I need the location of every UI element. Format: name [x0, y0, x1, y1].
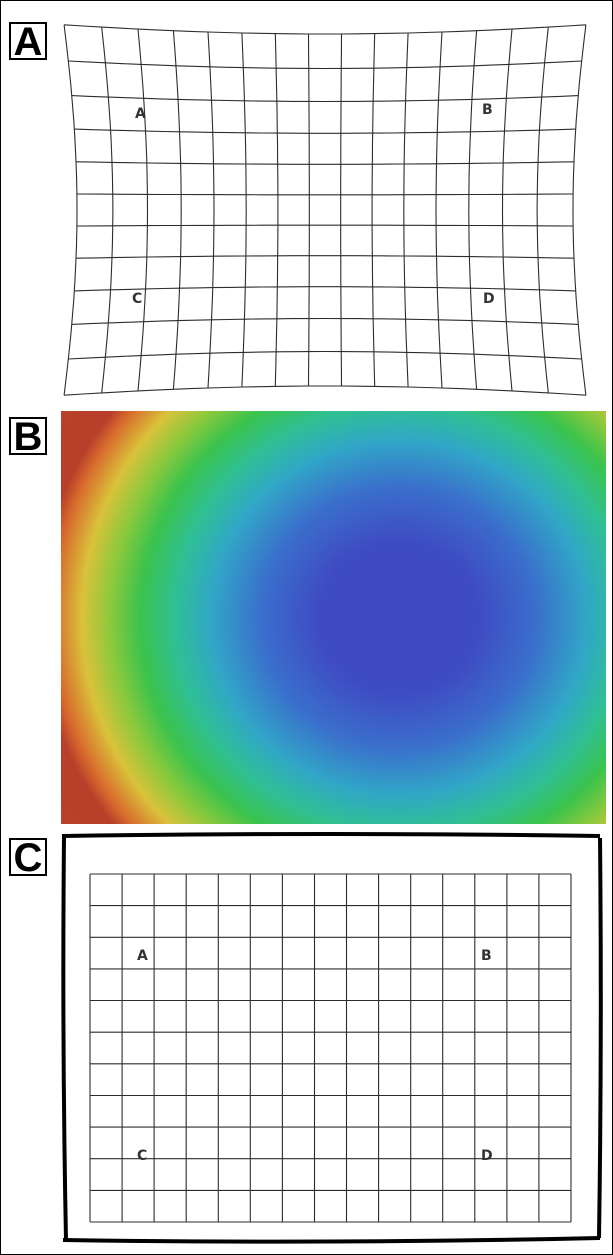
panel-a-grid-vline [371, 33, 376, 387]
panel-a-grid-hline [64, 24, 586, 35]
panel-a-grid-vline [172, 30, 182, 390]
panel-a-letter: A [9, 22, 47, 62]
panel-c-grid-svg: A B C D [61, 832, 603, 1244]
panel-a-grid-hline [76, 224, 574, 227]
panel-a-grid-svg: A B C D [63, 24, 587, 396]
panel-a-distorted-grid: A B C D [60, 10, 605, 405]
panel-a-label-a: A [135, 106, 146, 122]
panel-a-grid-vline [241, 32, 247, 388]
panel-a-grid-vline [536, 27, 549, 393]
panel-a-label-b: B [482, 102, 493, 118]
panel-a-label-c: C [132, 291, 142, 307]
panel-a-grid-vline [274, 33, 279, 387]
panel-a-grid-vline [501, 29, 513, 391]
panel-a-grid-hline [71, 95, 579, 103]
panel-a-grid-hline [75, 255, 575, 259]
panel-b-distortion-map [61, 411, 606, 824]
panel-c-corrected-grid: A B C D [60, 830, 605, 1248]
panel-a-grid-vline [101, 27, 114, 393]
panel-a-grid-hline [68, 60, 582, 70]
panel-a-grid-hline [75, 161, 575, 165]
panel-a-grid-hline [64, 385, 586, 396]
panel-a-grid-vline [340, 33, 343, 387]
panel-c-label-d: D [481, 1148, 493, 1164]
panel-a-grid-hline [68, 350, 582, 360]
panel-a-grid-hline [76, 193, 574, 196]
panel-a-grid-hline [71, 317, 579, 325]
panel-a-grid-hline [74, 128, 576, 134]
panel-a-grid-vline [207, 31, 215, 389]
panel-a-grid-vline [572, 24, 587, 396]
panel-c-label-c: C [137, 1148, 147, 1164]
panel-b-letter: B [9, 417, 47, 457]
panel-c-label-a: A [137, 948, 148, 964]
panel-a-grid-vline [137, 29, 149, 391]
panel-a-grid-hline [74, 286, 576, 292]
panel-a-label-d: D [483, 291, 495, 307]
panel-a-grid-vline [403, 32, 409, 388]
panel-c-letter: C [9, 838, 47, 878]
panel-c-label-b: B [481, 948, 492, 964]
panel-b-edge-shading [61, 411, 606, 824]
panel-a-grid-vline [63, 24, 78, 396]
panel-a-grid-vline [307, 33, 310, 387]
panel-a-grid-vline [468, 30, 478, 390]
panel-a-grid-vline [435, 31, 443, 389]
